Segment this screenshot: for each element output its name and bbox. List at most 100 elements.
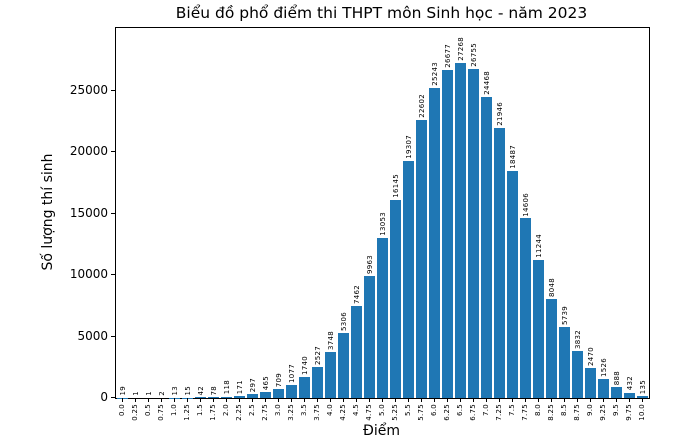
x-tick-mark bbox=[121, 398, 123, 402]
y-tick-label: 0 bbox=[100, 390, 108, 404]
x-tick-label: 2.25 bbox=[234, 404, 243, 421]
x-tick-label: 6.5 bbox=[455, 404, 464, 417]
y-tick-label: 15000 bbox=[69, 205, 108, 220]
x-tick-label: 5.0 bbox=[377, 404, 386, 417]
bar bbox=[325, 351, 336, 398]
x-tick-mark bbox=[303, 398, 305, 402]
chart-title: Biểu đồ phổ điểm thi THPT môn Sinh học -… bbox=[175, 4, 588, 22]
bar bbox=[611, 387, 622, 398]
x-tick-mark bbox=[589, 398, 591, 402]
x-tick-mark bbox=[446, 398, 448, 402]
x-tick-label: 1.75 bbox=[208, 404, 217, 421]
x-tick-mark bbox=[511, 398, 513, 402]
x-tick-mark bbox=[238, 398, 240, 402]
bar-value-label: 19307 bbox=[404, 134, 413, 159]
y-tick-label: 20000 bbox=[69, 144, 108, 159]
x-tick-label: 6.75 bbox=[468, 404, 477, 421]
x-tick-label: 8.25 bbox=[546, 404, 555, 421]
x-tick-mark bbox=[316, 398, 318, 402]
x-tick-label: 4.75 bbox=[364, 404, 373, 421]
bar-value-label: 24468 bbox=[482, 71, 491, 96]
x-tick-label: 4.5 bbox=[351, 404, 360, 417]
x-tick-mark bbox=[225, 398, 227, 402]
bar bbox=[234, 395, 245, 398]
x-tick-mark bbox=[576, 398, 578, 402]
y-tick-mark bbox=[111, 89, 115, 91]
bar-value-label: 297 bbox=[248, 378, 257, 393]
bar bbox=[312, 366, 323, 398]
x-tick-label: 0.0 bbox=[117, 404, 126, 417]
x-tick-mark bbox=[498, 398, 500, 402]
bar-value-label: 26677 bbox=[443, 44, 452, 69]
bar bbox=[429, 87, 440, 398]
x-tick-label: 8.0 bbox=[533, 404, 542, 417]
bar bbox=[507, 170, 518, 398]
bar-value-label: 14606 bbox=[521, 192, 530, 217]
x-tick-label: 6.0 bbox=[429, 404, 438, 417]
bar-value-label: 13053 bbox=[378, 211, 387, 236]
bar bbox=[260, 392, 271, 398]
x-tick-label: 0.75 bbox=[156, 404, 165, 421]
bar bbox=[208, 397, 219, 398]
bar bbox=[442, 70, 453, 398]
x-tick-mark bbox=[615, 398, 617, 402]
bar-value-label: 2 bbox=[157, 391, 166, 396]
bar bbox=[533, 259, 544, 398]
bar-value-label: 5306 bbox=[339, 311, 348, 331]
bar-value-label: 13 bbox=[170, 386, 179, 396]
bar-value-label: 135 bbox=[638, 380, 647, 395]
x-tick-label: 5.25 bbox=[390, 404, 399, 421]
bar-value-label: 118 bbox=[222, 380, 231, 395]
bar bbox=[624, 392, 635, 398]
x-tick-label: 3.5 bbox=[299, 404, 308, 417]
x-tick-label: 0.25 bbox=[130, 404, 139, 421]
bar-value-label: 9963 bbox=[365, 254, 374, 274]
bar bbox=[299, 376, 310, 398]
bar-value-label: 1 bbox=[144, 391, 153, 396]
x-tick-label: 3.75 bbox=[312, 404, 321, 421]
bar-value-label: 8048 bbox=[547, 278, 556, 298]
x-tick-mark bbox=[329, 398, 331, 402]
bar-value-label: 432 bbox=[625, 376, 634, 391]
bar bbox=[468, 69, 479, 398]
x-tick-label: 2.5 bbox=[247, 404, 256, 417]
bar-value-label: 2470 bbox=[586, 346, 595, 366]
y-tick-mark bbox=[111, 151, 115, 153]
x-tick-label: 2.75 bbox=[260, 404, 269, 421]
bar bbox=[520, 218, 531, 398]
bar-value-label: 18487 bbox=[508, 144, 517, 169]
x-tick-mark bbox=[199, 398, 201, 402]
x-tick-mark bbox=[381, 398, 383, 402]
x-tick-label: 8.5 bbox=[559, 404, 568, 417]
x-tick-label: 7.25 bbox=[494, 404, 503, 421]
y-tick-label: 10000 bbox=[69, 267, 108, 282]
bar-value-label: 888 bbox=[612, 370, 621, 386]
bar bbox=[351, 306, 362, 398]
bar-value-label: 5739 bbox=[560, 306, 569, 326]
x-tick-mark bbox=[342, 398, 344, 402]
bar-value-label: 21946 bbox=[495, 102, 504, 127]
bar-value-label: 171 bbox=[235, 379, 244, 394]
x-tick-label: 2.0 bbox=[221, 404, 230, 417]
bar bbox=[390, 199, 401, 398]
bar bbox=[195, 397, 206, 398]
x-tick-label: 9.25 bbox=[598, 404, 607, 421]
bar bbox=[546, 299, 557, 398]
x-tick-label: 1.5 bbox=[195, 404, 204, 417]
x-tick-label: 8.75 bbox=[572, 404, 581, 421]
bar bbox=[403, 160, 414, 398]
x-tick-label: 3.0 bbox=[273, 404, 282, 417]
x-tick-label: 6.25 bbox=[442, 404, 451, 421]
bar-value-label: 1077 bbox=[287, 363, 296, 383]
bar bbox=[455, 62, 466, 398]
y-tick-mark bbox=[111, 397, 115, 398]
bar bbox=[637, 396, 648, 398]
x-tick-label: 7.5 bbox=[507, 404, 516, 417]
bar bbox=[338, 332, 349, 398]
x-tick-label: 7.75 bbox=[520, 404, 529, 421]
bar-value-label: 1740 bbox=[300, 355, 309, 375]
x-tick-label: 7.0 bbox=[481, 404, 490, 417]
bar bbox=[585, 367, 596, 398]
bar-value-label: 1 bbox=[131, 391, 140, 396]
bar bbox=[247, 394, 258, 398]
